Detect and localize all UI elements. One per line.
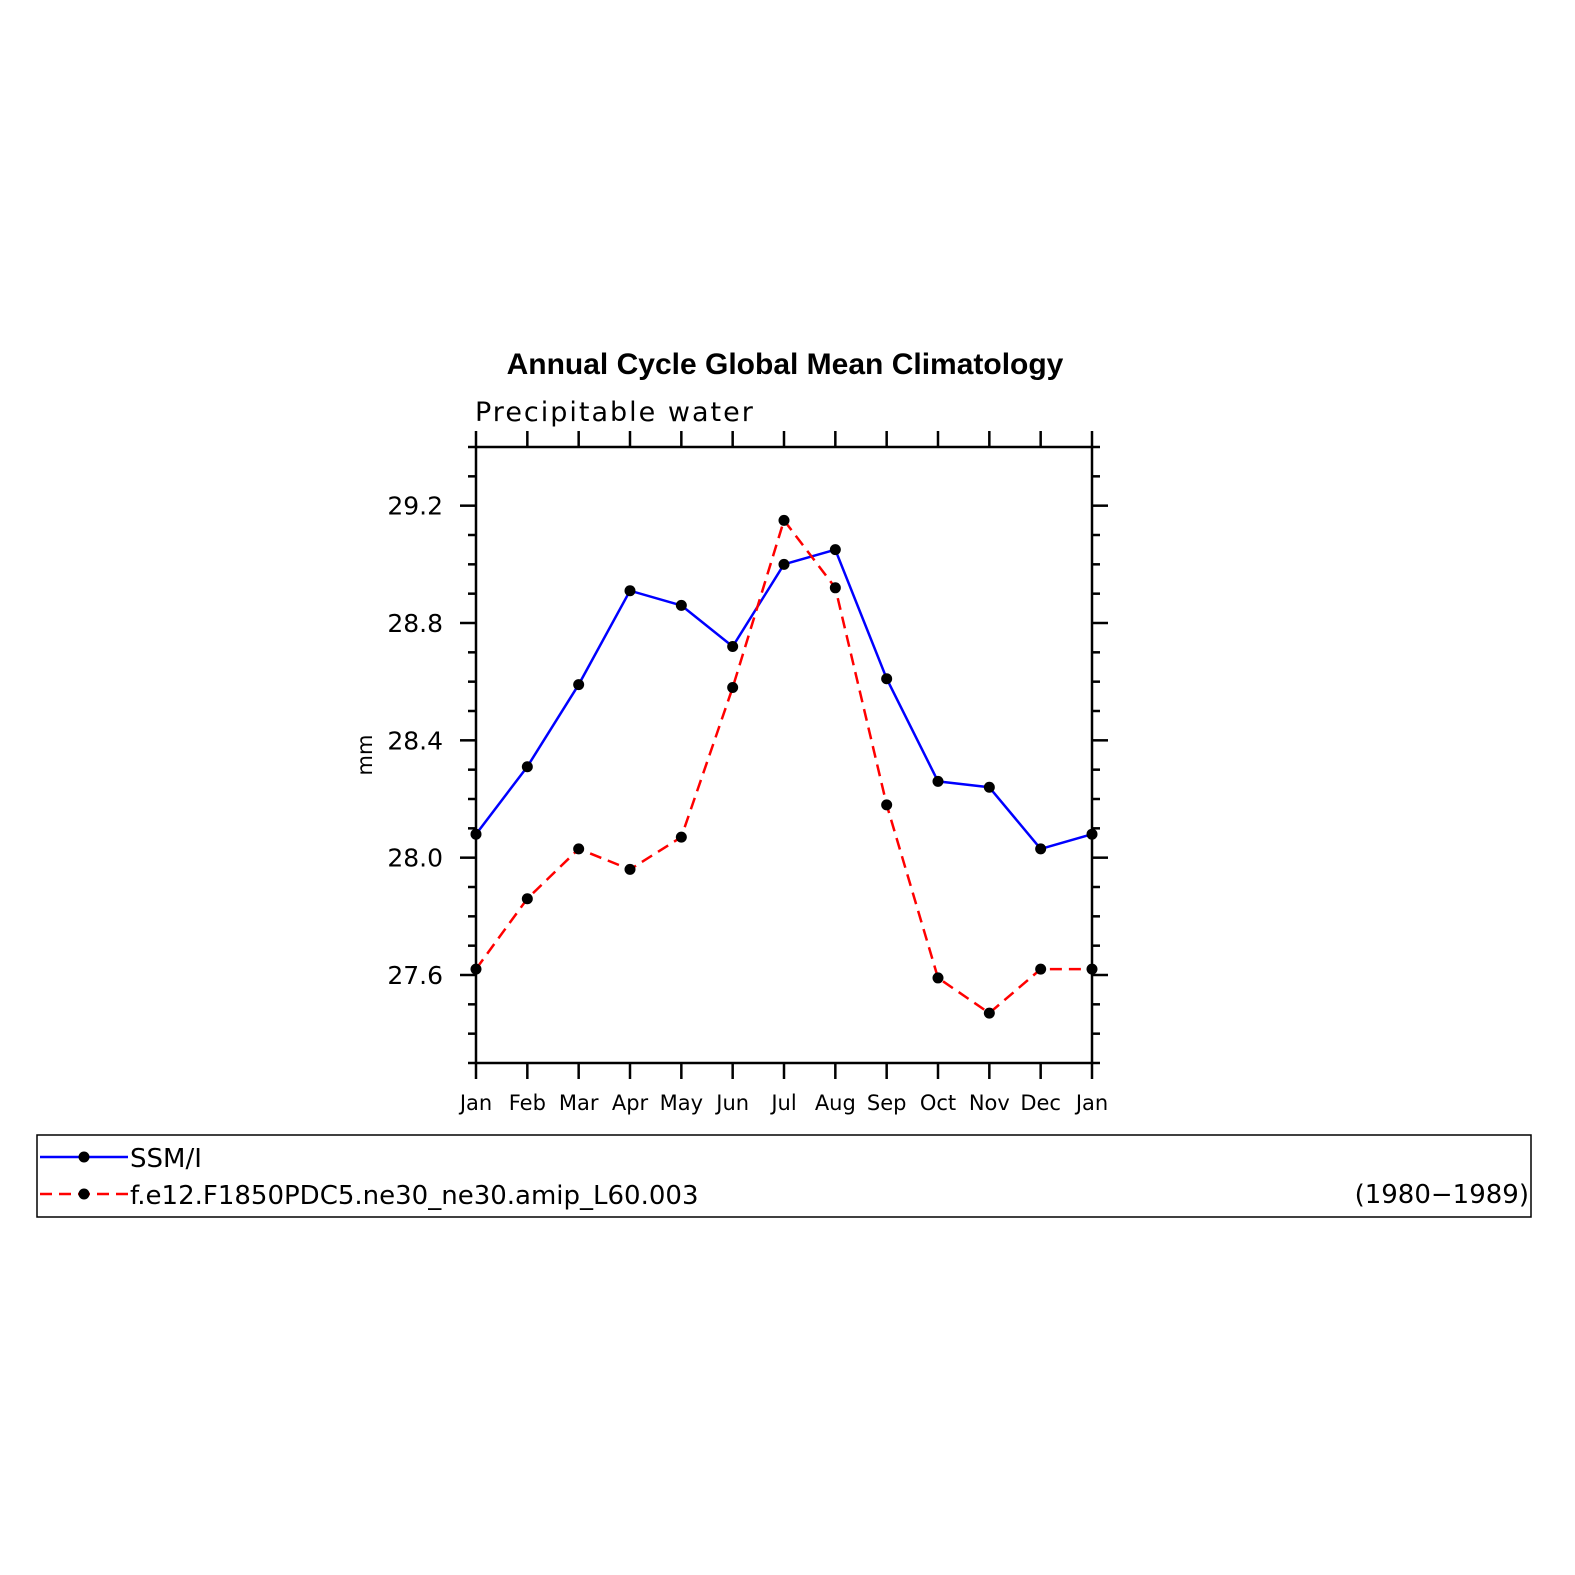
x-tick-label: Mar <box>559 1091 599 1115</box>
series-1-point <box>932 775 944 787</box>
y-tick-label: 28.0 <box>387 844 443 873</box>
series-1-point <box>778 558 790 570</box>
legend-label-2: f.e12.F1850PDC5.ne30_ne30.amip_L60.003 <box>130 1181 698 1211</box>
series-1-point <box>624 585 636 597</box>
series-1-point <box>573 679 585 691</box>
legend-marker-1 <box>78 1151 90 1163</box>
series-1-point <box>1035 843 1047 855</box>
plot-area: Jan Feb Mar Apr May Jun Jul Aug Sep Oct Nov Dec Jan 2… <box>387 431 1108 1115</box>
legend-marker-2 <box>78 1188 90 1200</box>
series-1-point <box>727 640 739 652</box>
y-tick-label: 28.8 <box>387 609 443 638</box>
x-tick-label: May <box>660 1091 703 1115</box>
series-1-point <box>881 673 893 685</box>
y-tick-label: 27.6 <box>387 961 443 990</box>
x-tick-label: Apr <box>612 1091 649 1115</box>
y-tick-label: 28.4 <box>387 726 443 755</box>
x-tick-label: Sep <box>867 1091 907 1115</box>
series-2-point <box>1086 963 1098 975</box>
x-tick-label: Feb <box>509 1091 546 1115</box>
plot-frame <box>474 445 1094 1065</box>
x-tick-label: Jul <box>769 1091 796 1115</box>
legend-label-1: SSM/I <box>130 1144 202 1174</box>
series-2-point <box>470 963 482 975</box>
series-1-point <box>829 544 841 556</box>
legend-note: (1980−1989) <box>1355 1180 1529 1210</box>
series-1-point <box>521 761 533 773</box>
series-1-point <box>675 599 687 611</box>
series-2-point <box>829 582 841 594</box>
y-axis-label: mm <box>353 735 377 776</box>
series-line-1 <box>475 548 1093 851</box>
x-tick-label: Jan <box>1074 1091 1108 1115</box>
x-tick-label: Dec <box>1020 1091 1061 1115</box>
chart-title: Annual Cycle Global Mean Climatology <box>507 348 1064 381</box>
series-2-point <box>521 893 533 905</box>
series-1-point <box>470 828 482 840</box>
x-tick-label: Aug <box>815 1091 856 1115</box>
series-2-point <box>573 843 585 855</box>
series-2-point <box>983 1007 995 1019</box>
x-tick-label: Jun <box>714 1091 749 1115</box>
series-2-point <box>675 831 687 843</box>
series-1-point <box>983 781 995 793</box>
legend: SSM/I f.e12.F1850PDC5.ne30_ne30.amip_L60.… <box>40 1144 698 1211</box>
series-2-point <box>624 863 636 875</box>
series-1-point <box>1086 828 1098 840</box>
y-tick-label: 29.2 <box>387 492 443 521</box>
series-2-point <box>881 799 893 811</box>
x-tick-label: Nov <box>969 1091 1010 1115</box>
series-2-point <box>932 972 944 984</box>
series-2-point <box>727 682 739 694</box>
series-2-point <box>1035 963 1047 975</box>
series-2-point <box>778 514 790 526</box>
x-tick-label: Jan <box>458 1091 492 1115</box>
series-line-2 <box>474 519 1092 1015</box>
x-tick-label: Oct <box>920 1091 956 1115</box>
chart-subtitle: Precipitable water <box>475 397 755 428</box>
legend-box <box>36 1134 1532 1218</box>
